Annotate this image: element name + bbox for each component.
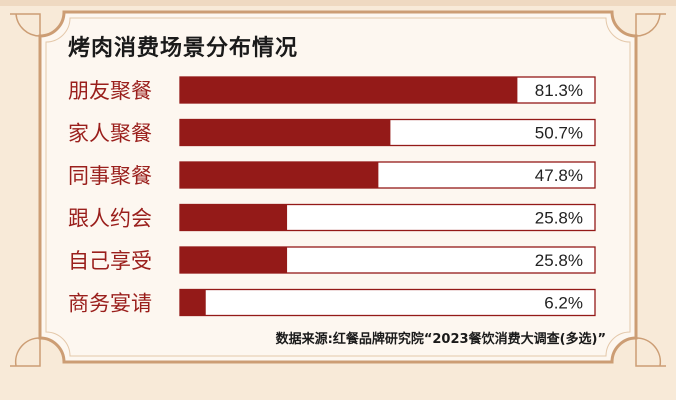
bar-row: 商务宴请 6.2% [68, 288, 596, 317]
bar [180, 119, 391, 146]
corner-ornament-bl [10, 337, 41, 367]
value-label: 50.7% [535, 124, 583, 143]
category-label: 同事聚餐 [68, 164, 152, 188]
panel-inner-border [45, 17, 631, 357]
value-label: 47.8% [535, 166, 583, 185]
bar-row: 跟人约会 25.8% [68, 203, 596, 232]
corner-ornament-br [635, 337, 666, 367]
category-label: 跟人约会 [68, 207, 152, 231]
corner-ornament-tl [10, 13, 41, 37]
bar-row: 家人聚餐 50.7% [68, 118, 596, 147]
bar-row: 自己享受 25.8% [68, 246, 596, 274]
value-label: 25.8% [535, 209, 583, 228]
corner-ornament-tr [635, 13, 666, 37]
bar [180, 162, 379, 188]
value-label: 81.3% [535, 81, 583, 100]
value-label: 25.8% [535, 251, 583, 270]
bar [180, 289, 206, 316]
bar [180, 204, 288, 231]
category-label: 自己享受 [68, 249, 152, 273]
bar-track [179, 288, 596, 317]
value-label: 6.2% [544, 294, 583, 313]
category-label: 朋友聚餐 [68, 79, 152, 103]
category-label: 商务宴请 [68, 292, 152, 316]
bar [180, 247, 288, 273]
bar [180, 77, 518, 103]
bar-row: 同事聚餐 47.8% [68, 161, 596, 189]
chart-title: 烤肉消费场景分布情况 [68, 36, 299, 61]
data-source-note: 数据来源:红餐品牌研究院“2023餐饮消费大调查(多选)” [275, 332, 606, 347]
category-label: 家人聚餐 [68, 122, 152, 146]
bar-row: 朋友聚餐 81.3% [68, 76, 596, 104]
